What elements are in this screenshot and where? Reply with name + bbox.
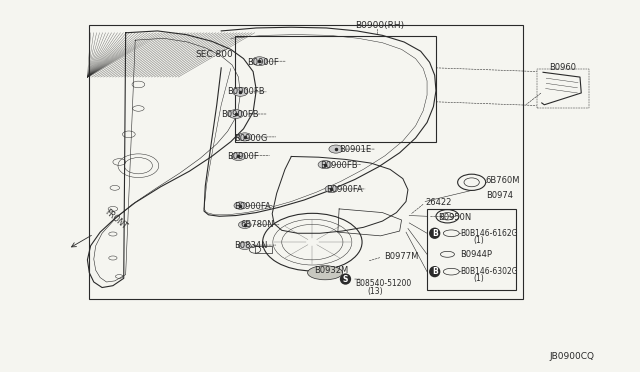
Text: B0900FA: B0900FA [326,185,363,194]
Circle shape [232,153,246,161]
Circle shape [239,242,251,250]
Text: B0900F: B0900F [228,152,259,161]
Bar [537,68,589,109]
Text: B: B [432,229,438,238]
Text: (1): (1) [473,274,484,283]
Text: B0900FB: B0900FB [320,161,358,170]
Text: (1): (1) [473,236,484,245]
Bar [427,209,516,290]
Text: B0900G: B0900G [234,134,268,142]
Circle shape [238,133,252,141]
Circle shape [318,161,332,169]
Text: 6B760M: 6B760M [486,176,520,185]
Circle shape [228,110,244,118]
Text: FRONT: FRONT [103,208,129,231]
Text: B0944P: B0944P [460,250,492,259]
Text: B0932M: B0932M [314,266,348,275]
Text: (13): (13) [368,287,383,296]
Circle shape [325,185,338,193]
Text: B0900FA: B0900FA [234,202,271,211]
Text: JB0900CQ: JB0900CQ [549,352,595,361]
Ellipse shape [308,266,342,280]
Circle shape [234,202,246,209]
Text: 26422: 26422 [425,198,451,207]
Circle shape [239,221,251,228]
Text: B0950N: B0950N [438,213,471,222]
Text: B08540-51200: B08540-51200 [355,279,412,288]
Text: 6B780N: 6B780N [241,220,274,229]
Circle shape [233,87,248,96]
Text: B0900FB: B0900FB [228,87,265,96]
Text: B0834N: B0834N [234,241,268,250]
Circle shape [252,57,267,65]
Text: B0B146-6302G: B0B146-6302G [460,267,518,276]
Bar [90,25,523,299]
Circle shape [329,145,343,153]
Text: B0974: B0974 [486,191,513,200]
Text: B0960: B0960 [549,63,577,72]
Bar [236,36,436,142]
Text: SEC.800: SEC.800 [196,51,234,60]
Text: B0900F: B0900F [246,58,278,67]
Text: B0900FB: B0900FB [221,109,259,119]
Text: B0900(RH): B0900(RH) [355,21,404,30]
Text: B: B [432,267,438,276]
Text: B0901E: B0901E [339,145,371,154]
Text: S: S [343,275,348,283]
Text: B0977M: B0977M [384,252,418,262]
Text: B0B146-6162G: B0B146-6162G [460,230,518,238]
